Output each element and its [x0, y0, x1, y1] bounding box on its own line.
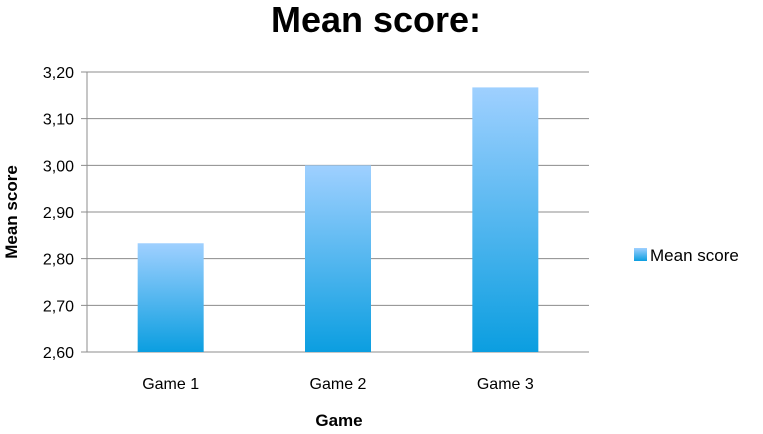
y-tick-label: 2,60	[43, 345, 74, 362]
y-tick-label: 3,00	[43, 158, 74, 175]
y-tick-label: 3,20	[43, 65, 74, 82]
legend: Mean score	[634, 246, 739, 265]
bar	[472, 87, 539, 353]
y-tick-label: 2,80	[43, 252, 74, 269]
x-tick-label: Game 1	[142, 376, 199, 393]
legend-swatch	[634, 248, 647, 261]
y-axis-label: Mean score	[2, 165, 21, 259]
x-tick-labels: Game 1 Game 2 Game 3	[142, 376, 534, 393]
bar	[305, 165, 371, 352]
bar	[137, 243, 204, 352]
chart-title: Mean score:	[271, 0, 481, 40]
bars	[137, 87, 539, 353]
y-tick-label: 2,70	[43, 298, 74, 315]
y-tick-labels: 2,60 2,70 2,80 2,90 3,00 3,10 3,20	[43, 65, 74, 362]
y-tick-label: 2,90	[43, 205, 74, 222]
y-tick-label: 3,10	[43, 112, 74, 129]
x-tick-label: Game 2	[310, 376, 367, 393]
x-tick-label: Game 3	[477, 376, 534, 393]
legend-label: Mean score	[650, 246, 739, 265]
x-axis-label: Game	[315, 411, 362, 430]
